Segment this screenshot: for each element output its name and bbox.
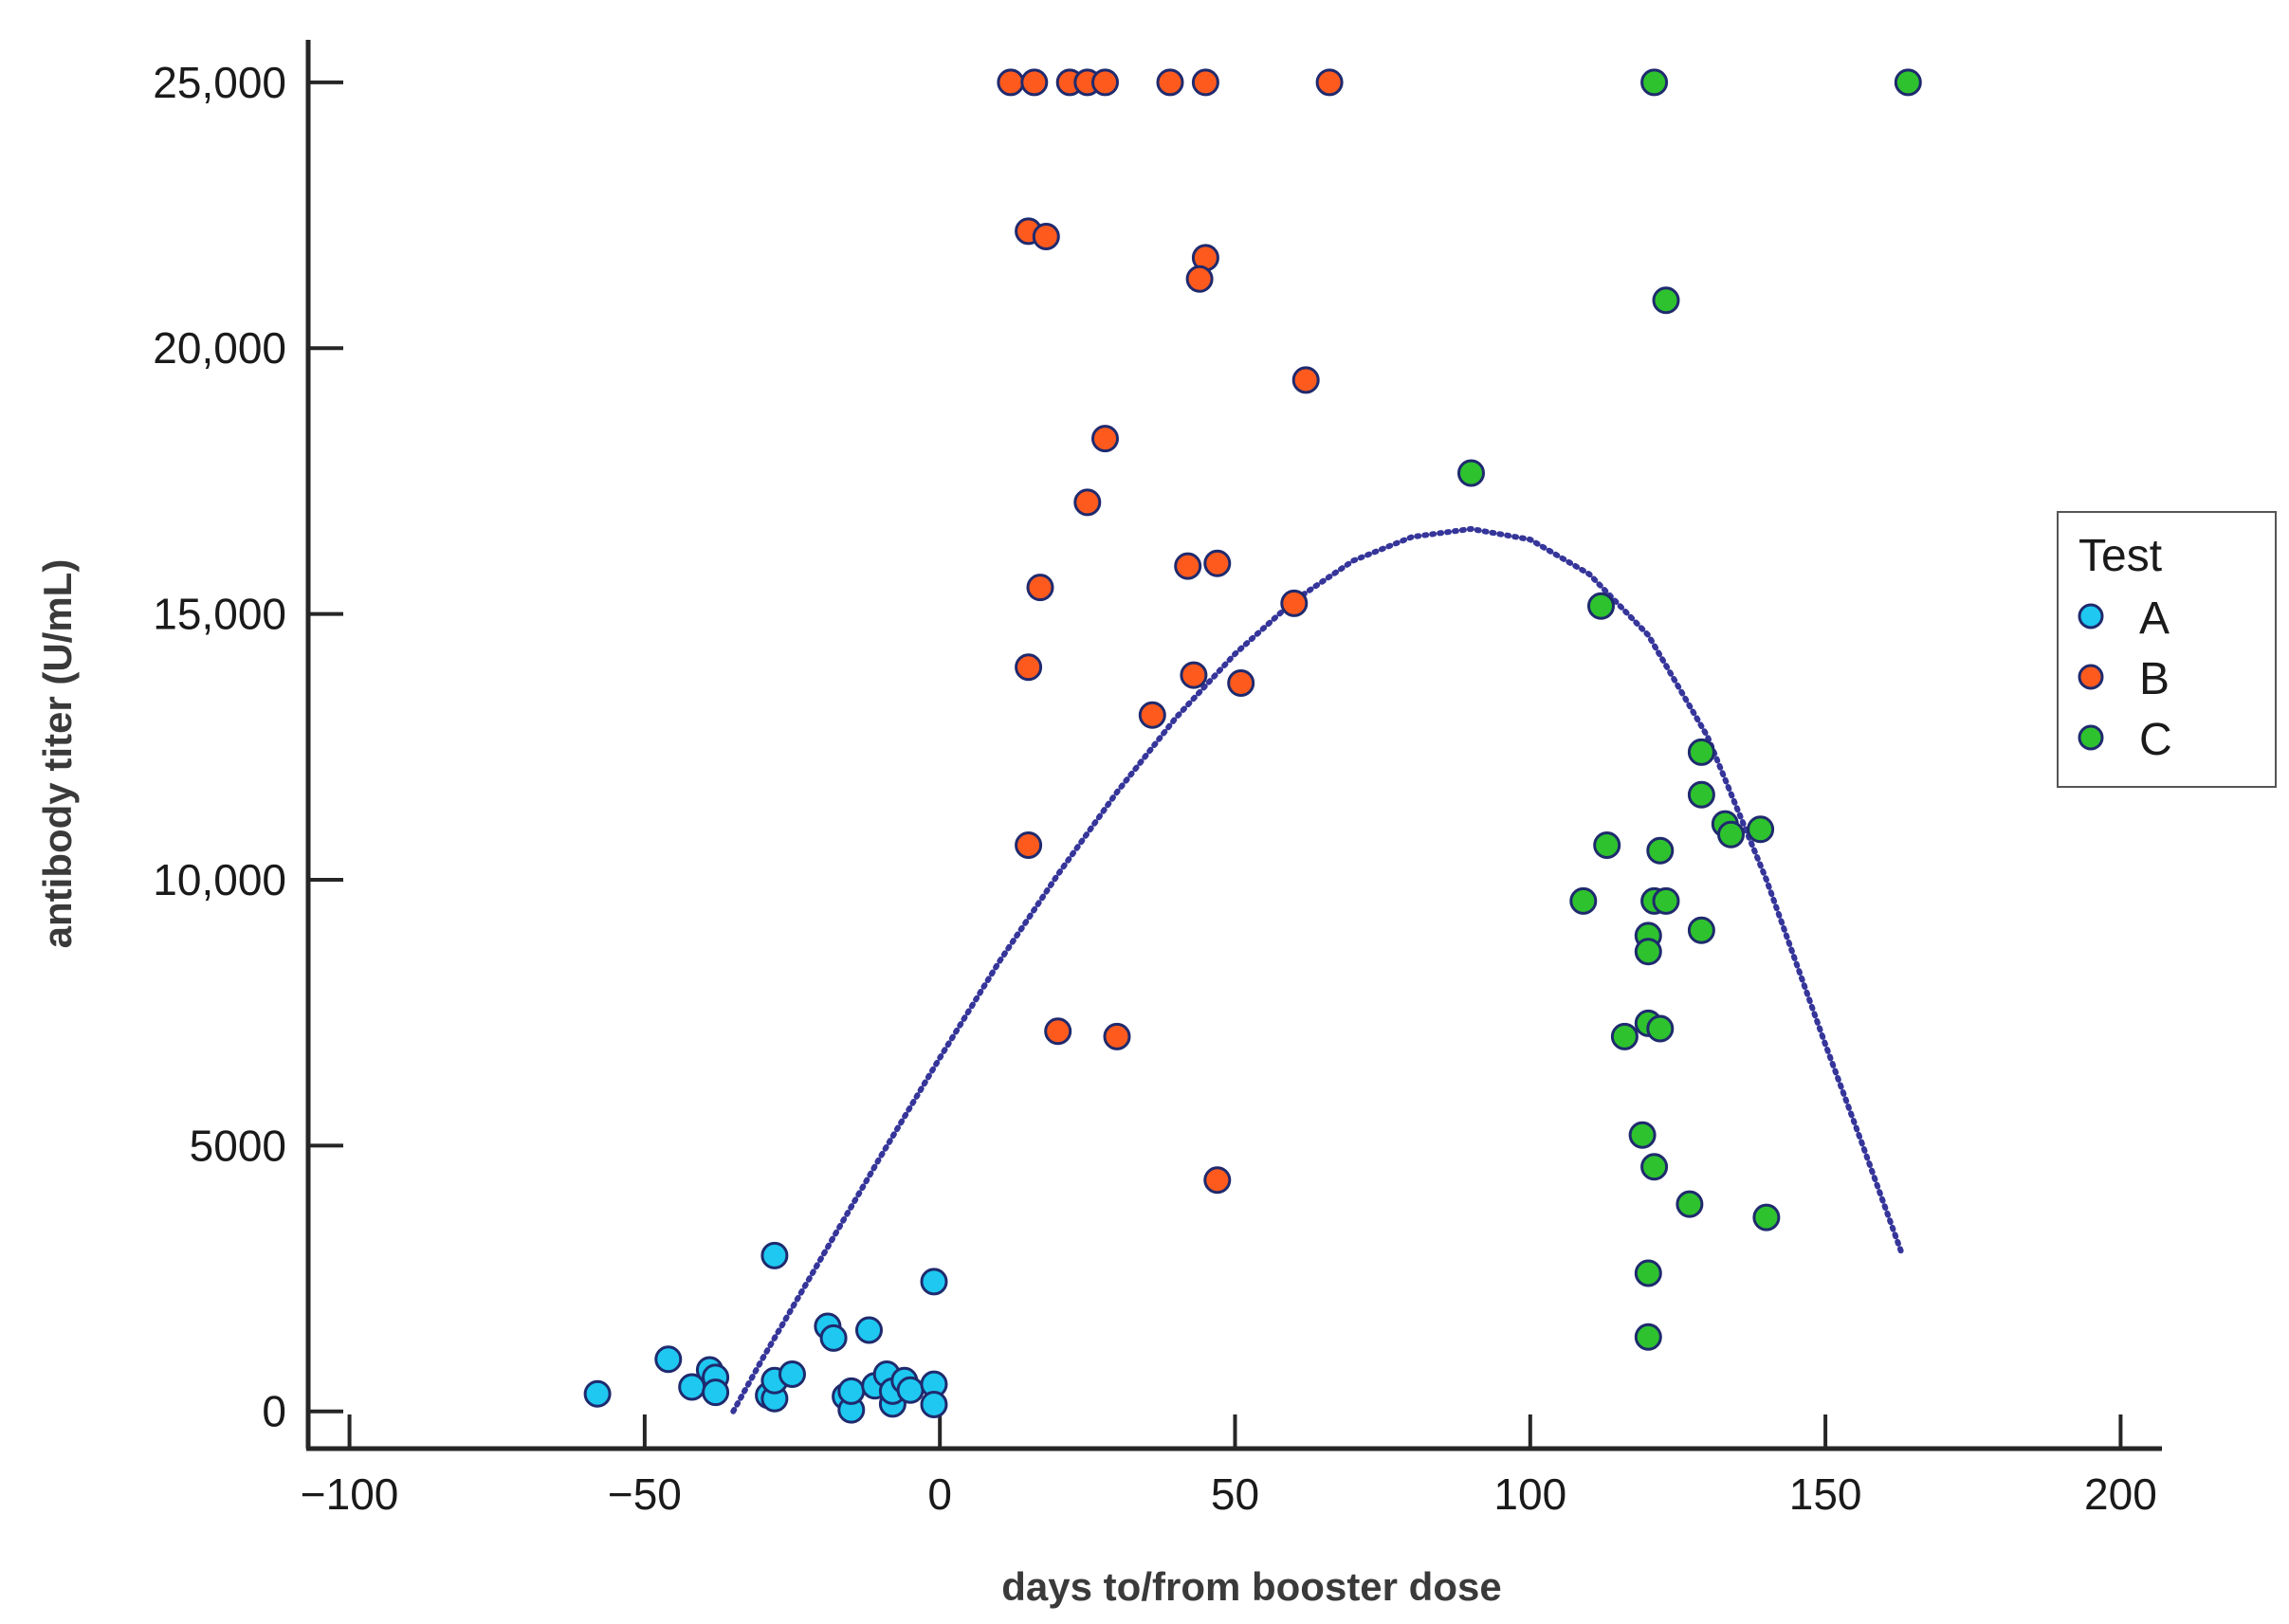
- data-point-B: [1174, 552, 1202, 580]
- data-point-B: [1015, 831, 1043, 859]
- data-point-C: [1687, 916, 1715, 944]
- x-axis-ticks: −100 −50 0 50 100 150 200: [301, 1414, 2157, 1519]
- data-point-B: [1227, 669, 1255, 697]
- data-point-C: [1646, 836, 1675, 865]
- y-tick-label: 20,000: [153, 323, 286, 373]
- data-point-C: [1457, 459, 1485, 487]
- data-point-A: [760, 1241, 789, 1269]
- data-point-B: [1291, 366, 1320, 394]
- data-point-C: [1640, 1153, 1669, 1181]
- data-point-A: [855, 1316, 883, 1344]
- data-point-C: [1634, 938, 1662, 966]
- data-point-A: [702, 1378, 730, 1407]
- legend-marker-A: [2078, 603, 2104, 630]
- data-point-B: [1180, 661, 1208, 689]
- data-point-B: [1203, 549, 1232, 577]
- series-A: [583, 1241, 948, 1424]
- data-point-C: [1640, 68, 1669, 97]
- y-axis-ticks: 0 5000 10,000 15,000 20,000 25,000: [153, 58, 343, 1436]
- data-point-B: [1191, 68, 1219, 97]
- x-tick-label: 50: [1211, 1469, 1259, 1519]
- data-point-C: [1634, 1323, 1662, 1351]
- legend-marker-B: [2078, 664, 2104, 690]
- x-tick-label: −50: [608, 1469, 682, 1519]
- data-point-C: [1652, 286, 1680, 315]
- data-point-C: [1593, 831, 1621, 859]
- legend-marker-C: [2078, 724, 2104, 751]
- data-point-C: [1717, 820, 1745, 848]
- legend-label-B: B: [2139, 654, 2170, 704]
- series-B: [997, 68, 1344, 1195]
- plot-axes: [305, 40, 2162, 1451]
- data-point-B: [1044, 1017, 1072, 1046]
- data-point-C: [1676, 1190, 1704, 1218]
- data-point-B: [1073, 488, 1102, 517]
- data-point-B: [1185, 265, 1214, 293]
- x-tick-label: 100: [1493, 1469, 1566, 1519]
- data-point-C: [1628, 1121, 1657, 1149]
- data-point-B: [1015, 653, 1043, 682]
- x-tick-label: 200: [2084, 1469, 2157, 1519]
- data-point-C: [1634, 1259, 1662, 1287]
- trend-line: [730, 525, 1906, 1414]
- data-point-B: [1091, 68, 1119, 97]
- y-tick-label: 5000: [190, 1121, 286, 1170]
- data-point-C: [1894, 68, 1922, 97]
- y-tick-label: 15,000: [153, 590, 286, 639]
- data-point-A: [583, 1379, 612, 1408]
- data-point-C: [1687, 738, 1715, 766]
- data-point-C: [1610, 1022, 1639, 1050]
- x-axis-title: days to/from booster dose: [1001, 1564, 1501, 1609]
- data-point-B: [1091, 425, 1119, 453]
- data-point-A: [819, 1323, 848, 1352]
- data-point-C: [1587, 592, 1615, 620]
- data-point-A: [920, 1391, 948, 1418]
- data-point-B: [1156, 68, 1184, 97]
- x-tick-label: 0: [927, 1469, 952, 1519]
- data-points: [583, 68, 1922, 1424]
- data-point-C: [1687, 780, 1715, 809]
- data-point-B: [1103, 1022, 1131, 1050]
- data-point-A: [654, 1345, 683, 1374]
- series-C: [1457, 68, 1922, 1351]
- legend-title: Test: [2078, 531, 2162, 581]
- data-point-B: [1315, 68, 1344, 97]
- data-point-B: [1020, 68, 1049, 97]
- y-tick-label: 10,000: [153, 855, 286, 904]
- data-point-C: [1646, 1014, 1675, 1043]
- legend-label-C: C: [2139, 715, 2172, 765]
- data-point-A: [778, 1360, 806, 1388]
- data-point-C: [1652, 886, 1680, 915]
- data-point-C: [1569, 886, 1598, 915]
- data-point-C: [1747, 815, 1775, 844]
- data-point-A: [896, 1376, 925, 1404]
- y-tick-label: 0: [262, 1387, 286, 1436]
- data-point-C: [1752, 1203, 1781, 1232]
- data-point-B: [1026, 574, 1054, 602]
- data-point-B: [1138, 701, 1166, 729]
- data-point-B: [1203, 1166, 1232, 1195]
- data-point-B: [1032, 223, 1060, 250]
- data-point-A: [920, 1268, 948, 1296]
- x-tick-label: −100: [301, 1469, 399, 1519]
- data-point-B: [1280, 589, 1309, 617]
- y-axis-title: antibody titer (U/mL): [35, 559, 80, 949]
- legend-items: ABC: [2078, 593, 2172, 765]
- x-tick-label: 150: [1789, 1469, 1862, 1519]
- legend: Test ABC: [2057, 511, 2277, 788]
- y-tick-label: 25,000: [153, 58, 286, 107]
- data-point-A: [837, 1377, 866, 1405]
- data-point-B: [997, 68, 1025, 97]
- legend-label-A: A: [2139, 593, 2170, 644]
